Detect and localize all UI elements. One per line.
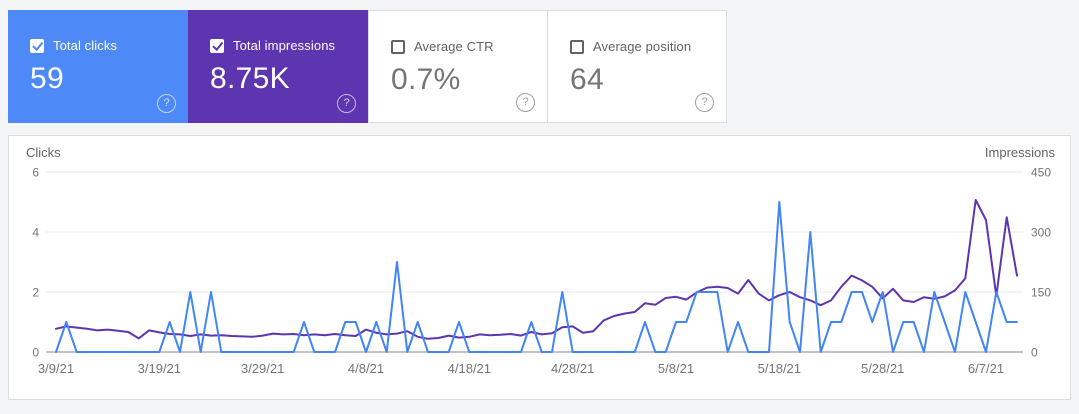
help-icon[interactable]: ? <box>695 93 714 112</box>
left-axis-tick: 2 <box>32 286 39 300</box>
total-impressions-checkbox-checked[interactable] <box>210 38 224 53</box>
metric-value: 59 <box>30 62 64 95</box>
metric-card-average-ctr[interactable]: Average CTR 0.7% ? <box>368 10 548 123</box>
metric-value: 64 <box>570 63 604 96</box>
x-axis-tick: 5/28/21 <box>861 361 904 376</box>
right-axis-tick: 450 <box>1031 166 1051 180</box>
metric-label: Average CTR <box>414 39 494 54</box>
right-axis-tick: 150 <box>1031 286 1051 300</box>
performance-chart-card: Clicks Impressions 0 0 2 150 4 300 6 450 3/9/21 3… <box>8 135 1071 400</box>
x-axis-tick: 5/18/21 <box>758 361 801 376</box>
x-axis-tick: 5/8/21 <box>658 361 694 376</box>
total-clicks-checkbox-checked[interactable] <box>30 38 44 53</box>
impressions-line <box>55 199 1018 340</box>
metric-card-header: Total clicks <box>30 38 188 53</box>
metric-card-total-impressions[interactable]: Total impressions 8.75K ? <box>188 10 368 123</box>
right-axis-tick: 300 <box>1031 226 1051 240</box>
x-axis-tick: 4/18/21 <box>448 361 491 376</box>
left-axis-tick: 6 <box>32 166 39 180</box>
x-axis-tick: 3/19/21 <box>138 361 181 376</box>
clicks-line <box>55 201 1018 353</box>
right-axis-tick: 0 <box>1031 346 1038 360</box>
left-axis-title: Clicks <box>26 145 61 160</box>
metric-label: Total clicks <box>53 38 118 53</box>
metric-card-header: Average position <box>570 39 726 54</box>
help-icon[interactable]: ? <box>157 94 176 113</box>
grid-group <box>46 171 1023 353</box>
metric-card-header: Total impressions <box>210 38 368 53</box>
left-axis-tick: 0 <box>32 346 39 360</box>
metric-card-header: Average CTR <box>391 39 547 54</box>
tick-group: 0 0 2 150 4 300 6 450 3/9/21 3/19/21 3/29/21 4/8/21… <box>32 166 1051 377</box>
metric-label: Total impressions <box>233 38 336 53</box>
metric-card-average-position[interactable]: Average position 64 ? <box>547 10 727 123</box>
right-axis-title: Impressions <box>985 145 1056 160</box>
x-axis-tick: 3/9/21 <box>38 361 74 376</box>
metric-label: Average position <box>593 39 692 54</box>
help-icon[interactable]: ? <box>337 94 356 113</box>
x-axis-tick: 6/7/21 <box>968 361 1004 376</box>
x-axis-tick: 3/29/21 <box>241 361 284 376</box>
average-position-checkbox-unchecked[interactable] <box>570 39 584 54</box>
performance-chart[interactable]: Clicks Impressions 0 0 2 150 4 300 6 450 3/9/21 3… <box>9 136 1070 399</box>
metric-cards: Total clicks 59 ? Total impressions 8.75… <box>8 10 727 123</box>
metric-value: 8.75K <box>210 62 290 95</box>
left-axis-tick: 4 <box>32 226 39 240</box>
help-icon[interactable]: ? <box>516 93 535 112</box>
x-axis-tick: 4/28/21 <box>551 361 594 376</box>
x-axis-tick: 4/8/21 <box>348 361 384 376</box>
metric-card-total-clicks[interactable]: Total clicks 59 ? <box>8 10 188 123</box>
metric-value: 0.7% <box>391 63 461 96</box>
average-ctr-checkbox-unchecked[interactable] <box>391 39 405 54</box>
